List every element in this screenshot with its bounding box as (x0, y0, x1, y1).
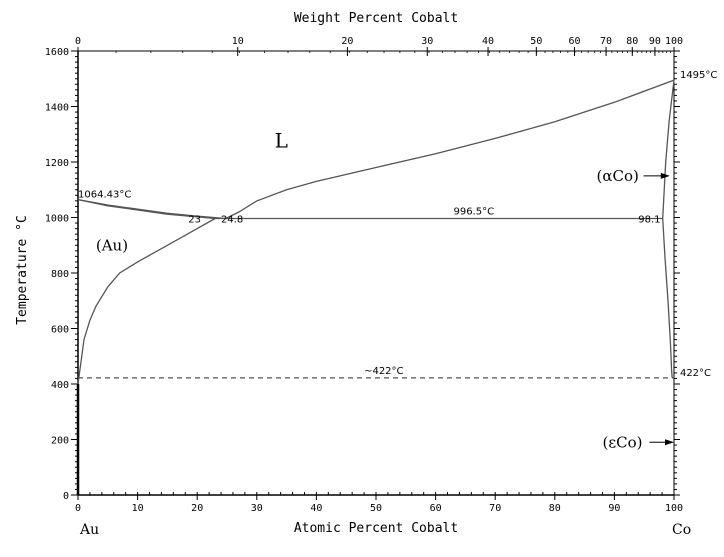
axes: 0 10 20 30 40 50 60 70 80 90 100020040060080010001… (45, 36, 683, 514)
element-label-co: Co (672, 522, 691, 538)
y-tick-label: 1000 (45, 214, 69, 225)
x-tick-label: 40 (310, 503, 322, 514)
element-label-au: Au (79, 522, 99, 538)
x2-tick-label: 90 (649, 36, 661, 47)
series-solidus-Au-side (77, 198, 216, 220)
phase-label: (αCo) (597, 167, 639, 185)
annotation-label: 24.8 (221, 214, 243, 225)
phase-label: (Au) (96, 236, 128, 254)
annotation-label: 1495°C (680, 70, 717, 81)
series-solvus-Co (662, 218, 673, 378)
x2-tick-label: 0 (75, 36, 81, 47)
phase-arrow-head (665, 439, 674, 446)
x2-axis-title: Weight Percent Cobalt (294, 11, 458, 26)
phase-label: L (275, 129, 288, 153)
series-group (76, 79, 675, 495)
y-tick-label: 400 (51, 380, 69, 391)
x-tick-label: 20 (191, 503, 203, 514)
x-axis-title: Atomic Percent Cobalt (294, 521, 458, 536)
series-solvus-Au (77, 217, 216, 385)
x-tick-label: 90 (608, 503, 620, 514)
x-tick-label: 100 (665, 503, 683, 514)
annotation-label: 422°C (680, 368, 711, 379)
y-tick-label: 600 (51, 325, 69, 336)
x2-tick-label: 100 (665, 36, 683, 47)
y-tick-label: 0 (63, 491, 69, 502)
annotation-label: 98.1 (638, 214, 660, 225)
x2-tick-label: 20 (341, 36, 353, 47)
x-tick-label: 30 (251, 503, 263, 514)
y-axis-title: Temperature °C (15, 215, 30, 325)
x2-tick-label: 60 (568, 36, 580, 47)
x-tick-label: 80 (549, 503, 561, 514)
series-solidus-Co (662, 80, 675, 219)
x2-tick-label: 50 (530, 36, 542, 47)
y-tick-label: 200 (51, 436, 69, 447)
y-tick-label: 800 (51, 269, 69, 280)
x2-tick-label: 80 (626, 36, 638, 47)
annotation-label: 23 (188, 214, 201, 225)
annotation-label: 1064.43°C (78, 190, 131, 201)
x-tick-label: 70 (489, 503, 501, 514)
phase-arrow-head (660, 172, 670, 179)
y-tick-label: 1200 (45, 158, 69, 169)
x2-tick-label: 30 (421, 36, 433, 47)
x-tick-label: 50 (370, 503, 382, 514)
x-tick-label: 10 (132, 503, 144, 514)
x2-tick-label: 70 (600, 36, 612, 47)
x2-tick-label: 10 (232, 36, 244, 47)
series-liquidus-Au-side (77, 198, 226, 220)
x-tick-label: 0 (75, 503, 81, 514)
y-tick-label: 1600 (45, 47, 69, 58)
annotation-label: 996.5°C (453, 207, 494, 218)
annotations-group: 1064.43°C 23 24.8 996.5°C 98.1 1495°C ~422°C 42… (78, 70, 717, 451)
annotation-label: ~422°C (364, 366, 403, 377)
y-tick-label: 1400 (45, 103, 69, 114)
x2-tick-label: 40 (482, 36, 494, 47)
series-liquidus-Co-side (225, 79, 675, 220)
x-tick-label: 60 (430, 503, 442, 514)
phase-label: (εCo) (602, 433, 642, 451)
